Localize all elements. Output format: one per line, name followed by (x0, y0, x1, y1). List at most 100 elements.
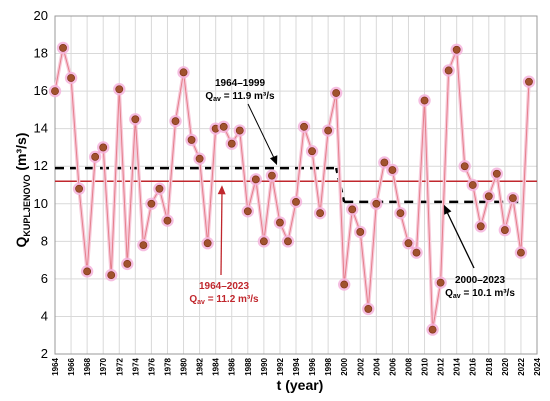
y-tick-label: 14 (34, 121, 48, 136)
data-point (67, 74, 75, 82)
arrowhead-1964-2023 (217, 185, 226, 195)
data-point (51, 87, 59, 96)
annotation-1964-1999-value: Qav = 11.9 m³/s (205, 91, 275, 103)
data-point (332, 89, 341, 97)
data-point (155, 184, 164, 193)
data-point (476, 222, 485, 231)
x-tick-label: 2014 (453, 357, 462, 375)
data-point (452, 45, 461, 54)
data-point (243, 207, 252, 216)
x-tick-label: 2002 (356, 357, 365, 375)
x-tick-label: 2016 (469, 357, 478, 375)
data-point (340, 280, 349, 289)
y-tick-label: 20 (34, 8, 48, 23)
y-axis-title-main: Q (13, 236, 29, 247)
data-point (372, 199, 381, 208)
x-tick-label: 1998 (324, 357, 333, 375)
data-point (99, 143, 108, 152)
data-point (147, 199, 156, 208)
x-tick-label: 1986 (228, 357, 237, 375)
y-tick-label: 8 (41, 233, 48, 248)
data-point (227, 139, 236, 148)
data-point (195, 154, 204, 163)
data-point (509, 194, 517, 203)
data-point (276, 218, 284, 227)
data-point (75, 184, 83, 193)
annotation-1964-2023-value: Qav = 11.2 m³/s (189, 294, 259, 306)
data-point (83, 267, 92, 276)
data-point (123, 259, 132, 268)
data-point (235, 126, 244, 135)
y-tick-label: 12 (34, 158, 48, 173)
arrow-2000-2023 (445, 209, 475, 269)
data-point (388, 166, 397, 174)
y-tick-label: 16 (34, 83, 48, 98)
arrowhead-1964-1999 (269, 155, 278, 166)
annotation-1964-2023-period: 1964–2023 (199, 281, 249, 292)
y-tick-label: 4 (41, 308, 48, 323)
arrow-1964-1999 (247, 103, 277, 163)
x-tick-label: 1994 (292, 357, 301, 375)
x-tick-label: 1988 (244, 357, 253, 375)
data-point (308, 147, 316, 156)
data-point (300, 122, 308, 131)
data-point (91, 152, 100, 161)
y-axis-title-unit: (m³/s) (13, 133, 29, 175)
data-point (171, 117, 180, 126)
annotation-2000-2023-value: Qav = 10.1 m³/s (445, 288, 515, 300)
x-tick-label: 1964 (51, 357, 60, 375)
arrowhead-2000-2023 (444, 204, 452, 215)
annotation-1964-1999-period: 1964–1999 (215, 78, 265, 89)
data-point (380, 158, 389, 167)
x-tick-label: 1970 (99, 357, 108, 375)
series-layer (48, 41, 536, 336)
data-point (436, 278, 445, 287)
y-tick-label: 10 (34, 196, 48, 211)
data-point (348, 205, 357, 214)
data-point (525, 77, 533, 86)
data-point (444, 66, 453, 75)
grid (54, 15, 538, 355)
x-tick-label: 1980 (180, 357, 189, 375)
x-tick-label: 1976 (147, 357, 156, 375)
x-tick-label: 1974 (131, 357, 140, 375)
data-point (412, 248, 421, 257)
x-tick-label: 1978 (163, 357, 172, 375)
annotation-2000-2023-period: 2000–2023 (455, 275, 505, 286)
data-point (115, 85, 124, 94)
data-point (251, 175, 260, 184)
data-point (219, 122, 228, 131)
data-point (59, 44, 67, 52)
data-point (203, 239, 212, 248)
x-tick-label: 1990 (260, 357, 269, 375)
x-tick-label: 1982 (196, 357, 205, 375)
data-point (324, 126, 333, 135)
y-axis-title: QKUPLJENOVO (m³/s) (13, 133, 32, 248)
data-point (107, 271, 116, 280)
data-point (356, 228, 365, 236)
data-point (428, 325, 437, 334)
y-tick-label: 18 (34, 46, 48, 61)
data-point (267, 171, 276, 180)
series-line-halo (53, 46, 531, 332)
x-tick-label: 1984 (212, 357, 221, 375)
x-tick-label: 1972 (115, 357, 124, 375)
data-point (139, 241, 148, 249)
x-tick-label: 2010 (421, 357, 430, 375)
data-point (404, 239, 413, 248)
x-tick-label: 1968 (83, 357, 92, 375)
x-tick-label: 2012 (437, 357, 446, 375)
y-tick-label: 2 (41, 346, 48, 361)
data-point (517, 248, 525, 257)
data-point (492, 169, 501, 178)
x-tick-label: 2000 (340, 357, 349, 375)
x-tick-label: 2024 (533, 357, 542, 375)
x-axis-title: t (year) (277, 377, 324, 393)
x-tick-label: 1996 (308, 357, 317, 375)
x-tick-label: 1966 (67, 357, 76, 375)
data-point (131, 115, 140, 124)
y-tick-label: 6 (41, 271, 48, 286)
data-point (284, 237, 292, 246)
